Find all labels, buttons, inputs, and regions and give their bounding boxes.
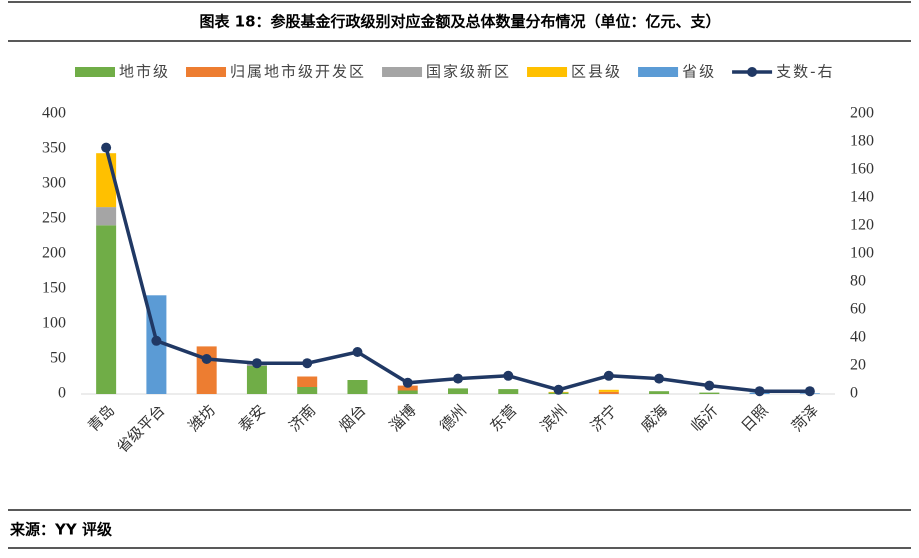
y2-tick-label: 80 (850, 273, 866, 290)
x-tick-label: 威海 (637, 401, 671, 435)
y2-tick-label: 180 (850, 133, 874, 150)
x-tick-label: 德州 (436, 401, 470, 435)
y-tick-label: 0 (58, 385, 66, 402)
point (754, 386, 765, 397)
bar (96, 225, 117, 394)
y2-tick-label: 120 (850, 217, 874, 234)
point (804, 386, 815, 397)
y-tick-label: 250 (42, 210, 66, 227)
y2-tick-label: 40 (850, 329, 866, 346)
source: 来源：YY 评级 (9, 521, 113, 539)
y-tick-label: 100 (42, 315, 66, 332)
y2-tick-label: 60 (850, 301, 866, 318)
y2-tick-label: 20 (850, 357, 866, 374)
bar (347, 380, 368, 394)
y-tick-label: 300 (42, 175, 66, 192)
x-tick-label: 日照 (738, 401, 772, 435)
point (553, 384, 564, 395)
legend-label: 地市级 (119, 63, 170, 81)
bar (598, 389, 619, 392)
x-tick-label: 青岛 (84, 401, 118, 435)
bar (498, 389, 519, 394)
y2-tick-label: 100 (850, 245, 874, 262)
legend-swatch (186, 67, 227, 77)
legend-swatch (638, 67, 679, 77)
x-tick-label: 菏泽 (788, 401, 822, 435)
point (503, 370, 514, 381)
point (453, 373, 463, 384)
legend-label: 省级 (682, 63, 716, 81)
point (704, 380, 715, 391)
x-tick-label: 临沂 (687, 401, 721, 435)
bar (598, 391, 619, 394)
x-tick-label: 泰安 (235, 401, 269, 435)
point (654, 373, 665, 384)
y-tick-label: 50 (50, 350, 66, 367)
bar (297, 387, 318, 394)
legend-label: 国家级新区 (426, 63, 511, 81)
point (101, 142, 112, 153)
x-tick-label: 潍坊 (185, 401, 219, 435)
bar (96, 207, 117, 226)
chart-title: 图表 18：参股基金行政级别对应金额及总体数量分布情况（单位：亿元、支） (199, 13, 720, 31)
y-tick-label: 350 (42, 140, 66, 157)
y2-tick-label: 200 (850, 105, 874, 122)
y2-tick-label: 0 (850, 385, 858, 402)
legend-swatch (382, 67, 423, 77)
bar (397, 385, 418, 391)
legend-swatch (527, 67, 568, 77)
x-tick-label: 东营 (486, 401, 520, 435)
x-tick-label: 滨州 (537, 401, 571, 435)
x-tick-label: 济宁 (587, 401, 621, 435)
x-tick-label: 济南 (285, 401, 319, 435)
y-tick-label: 200 (42, 245, 66, 262)
y-tick-label: 150 (42, 280, 66, 297)
x-tick-label: 烟台 (336, 401, 370, 435)
bar (649, 391, 670, 394)
y2-tick-label: 160 (850, 161, 874, 178)
legend-swatch (75, 67, 115, 77)
legend-label: 归属地市级开发区 (230, 63, 366, 81)
point (151, 335, 162, 346)
legend-label: 区县级 (571, 63, 622, 81)
point (302, 358, 313, 369)
bar (297, 376, 318, 387)
bar (448, 388, 468, 394)
point (201, 354, 212, 364)
legend-label: 支数-右 (776, 63, 834, 81)
point (402, 377, 413, 388)
x-tick-label: 省级平台 (113, 401, 168, 456)
bar (699, 392, 720, 394)
point (352, 347, 363, 357)
point (603, 370, 614, 381)
bar (397, 390, 418, 394)
y-tick-label: 400 (42, 105, 66, 122)
y2-tick-label: 140 (850, 189, 874, 206)
bar (246, 366, 267, 394)
bar (196, 346, 217, 394)
x-tick-label: 淄博 (386, 401, 420, 435)
legend-marker (747, 67, 758, 77)
point (251, 358, 262, 369)
